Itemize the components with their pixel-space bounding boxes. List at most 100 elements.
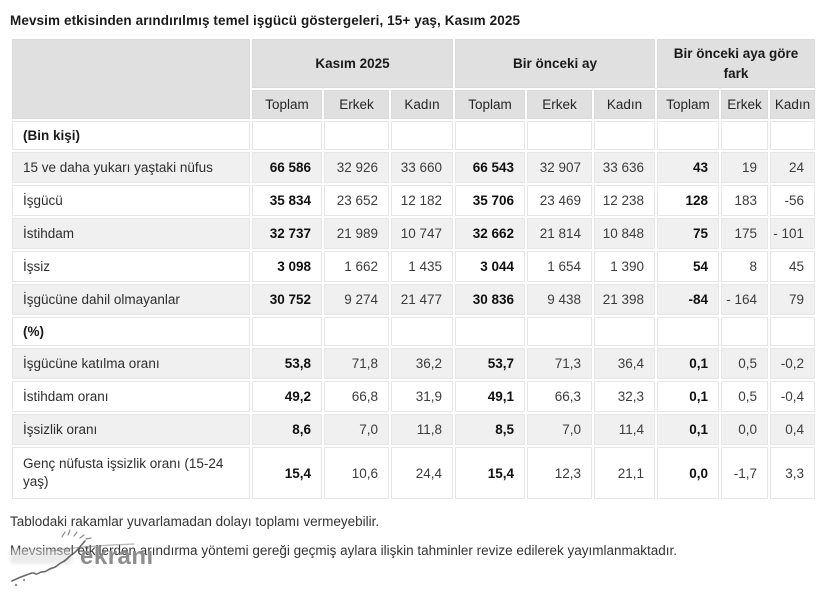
- cell-value: -0,4: [770, 381, 815, 412]
- cell-value: 0,1: [657, 414, 719, 445]
- cell-value: 0,5: [721, 348, 768, 379]
- cell-value: 11,4: [594, 414, 655, 445]
- cell-value: 3 044: [455, 251, 525, 282]
- cell-value: 54: [657, 251, 719, 282]
- cell-value: 66,8: [324, 381, 389, 412]
- row-label: İstihdam: [12, 218, 250, 249]
- cell-value: 43: [657, 152, 719, 183]
- cell-value: 66,3: [527, 381, 592, 412]
- cell-value: 66 586: [252, 152, 322, 183]
- empty-cell: [252, 317, 322, 346]
- column-subheader: Kadın: [770, 90, 815, 119]
- cell-value: 35 834: [252, 185, 322, 216]
- table-row: İşgücüne dahil olmayanlar 30 752 9 274 21 4…: [12, 284, 815, 315]
- empty-cell: [324, 121, 389, 150]
- column-group-header: Bir önceki ay: [455, 39, 655, 88]
- cell-value: 53,8: [252, 348, 322, 379]
- row-label: Genç nüfusta işsizlik oranı (15-24 yaş): [12, 447, 250, 499]
- cell-value: 1 654: [527, 251, 592, 282]
- table-header: Kasım 2025 Bir önceki ay Bir önceki aya gö…: [12, 39, 815, 119]
- cell-value: 36,2: [391, 348, 453, 379]
- cell-value: 24,4: [391, 447, 453, 499]
- cell-value: 12,3: [527, 447, 592, 499]
- cell-value: 33 660: [391, 152, 453, 183]
- cell-value: 10 848: [594, 218, 655, 249]
- cell-value: 35 706: [455, 185, 525, 216]
- empty-cell: [527, 121, 592, 150]
- row-label: 15 ve daha yukarı yaştaki nüfus: [12, 152, 250, 183]
- empty-cell: [657, 121, 719, 150]
- cell-value: 15,4: [252, 447, 322, 499]
- row-label: İşgücüne dahil olmayanlar: [12, 284, 250, 315]
- cell-value: 7,0: [324, 414, 389, 445]
- cell-value: 75: [657, 218, 719, 249]
- column-subheader: Erkek: [324, 90, 389, 119]
- cell-value: - 164: [721, 284, 768, 315]
- empty-cell: [252, 121, 322, 150]
- column-subheader: Kadın: [391, 90, 453, 119]
- cell-value: 7,0: [527, 414, 592, 445]
- footnote-revision: Mevsimsel etkilerden arındırma yöntemi g…: [10, 543, 678, 559]
- cell-value: 49,1: [455, 381, 525, 412]
- empty-cell: [721, 121, 768, 150]
- empty-cell: [594, 317, 655, 346]
- table-row: Genç nüfusta işsizlik oranı (15-24 yaş) 1…: [12, 447, 815, 499]
- column-group-header: Kasım 2025: [252, 39, 453, 88]
- table-row: İstihdam 32 737 21 989 10 747 32 662 21 814 10…: [12, 218, 815, 249]
- table-row: İşgücüne katılma oranı 53,8 71,8 36,2 53,7 71…: [12, 348, 815, 379]
- empty-cell: [770, 317, 815, 346]
- cell-value: -1,7: [721, 447, 768, 499]
- column-subheader: Toplam: [657, 90, 719, 119]
- cell-value: 32 926: [324, 152, 389, 183]
- cell-value: 71,3: [527, 348, 592, 379]
- cell-value: - 101: [770, 218, 815, 249]
- empty-cell: [770, 121, 815, 150]
- cell-value: 21 814: [527, 218, 592, 249]
- cell-value: 30 836: [455, 284, 525, 315]
- cell-value: 3,3: [770, 447, 815, 499]
- cell-value: 0,0: [657, 447, 719, 499]
- cell-value: 32,3: [594, 381, 655, 412]
- cell-value: 21,1: [594, 447, 655, 499]
- cell-value: 0,5: [721, 381, 768, 412]
- cell-value: -0,2: [770, 348, 815, 379]
- cell-value: 10 747: [391, 218, 453, 249]
- cell-value: -56: [770, 185, 815, 216]
- cell-value: 11,8: [391, 414, 453, 445]
- cell-value: 0,0: [721, 414, 768, 445]
- column-subheader: Erkek: [721, 90, 768, 119]
- row-label: İşsiz: [12, 251, 250, 282]
- empty-cell: [657, 317, 719, 346]
- cell-value: 3 098: [252, 251, 322, 282]
- footnotes: Tablodaki rakamlar yuvarlamadan dolayı t…: [10, 513, 823, 560]
- cell-value: 1 390: [594, 251, 655, 282]
- cell-value: 10,6: [324, 447, 389, 499]
- cell-value: 71,8: [324, 348, 389, 379]
- cell-value: 175: [721, 218, 768, 249]
- cell-value: 21 398: [594, 284, 655, 315]
- cell-value: 8,6: [252, 414, 322, 445]
- corner-cell: [12, 39, 250, 119]
- labour-indicators-table: Kasım 2025 Bir önceki ay Bir önceki aya gö…: [10, 37, 817, 501]
- group-header-row: Kasım 2025 Bir önceki ay Bir önceki aya gö…: [12, 39, 815, 119]
- empty-cell: [594, 121, 655, 150]
- section-row: (Bin kişi): [12, 121, 815, 150]
- empty-cell: [391, 317, 453, 346]
- empty-cell: [527, 317, 592, 346]
- cell-value: 21 989: [324, 218, 389, 249]
- cell-value: 24: [770, 152, 815, 183]
- page: Mevsim etkisinden arındırılmış temel işg…: [10, 13, 823, 560]
- empty-cell: [324, 317, 389, 346]
- cell-value: 30 752: [252, 284, 322, 315]
- cell-value: 23 469: [527, 185, 592, 216]
- cell-value: 19: [721, 152, 768, 183]
- cell-value: 15,4: [455, 447, 525, 499]
- footnote-rounding: Tablodaki rakamlar yuvarlamadan dolayı t…: [10, 514, 380, 529]
- cell-value: 23 652: [324, 185, 389, 216]
- column-subheader: Toplam: [252, 90, 322, 119]
- cell-value: 12 238: [594, 185, 655, 216]
- cell-value: 31,9: [391, 381, 453, 412]
- subheader-row: Toplam Erkek Kadın Toplam Erkek Kadın Toplam Er…: [12, 90, 815, 119]
- table-row: 15 ve daha yukarı yaştaki nüfus 66 586 32 …: [12, 152, 815, 183]
- cell-value: 0,4: [770, 414, 815, 445]
